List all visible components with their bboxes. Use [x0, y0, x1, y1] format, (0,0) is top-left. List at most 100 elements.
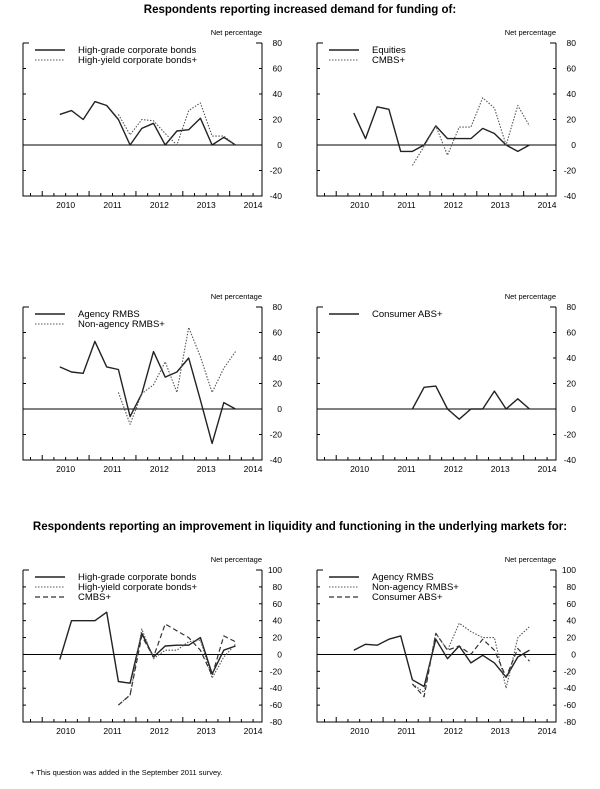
legend-label: CMBS+: [78, 592, 111, 603]
y-tick-label: -20: [564, 666, 577, 676]
series-line-1: [59, 340, 236, 445]
series-line-2: [117, 102, 236, 146]
x-tick-label: 2011: [397, 200, 416, 210]
x-tick-label: 2014: [538, 464, 557, 474]
y-tick-label: -20: [270, 166, 283, 176]
x-tick-label: 2010: [350, 200, 369, 210]
chart-panel-3: -40 -20 0 20 40 60 80 2010 2011 2012 2013 2014 Net p…: [22, 292, 283, 474]
x-tick-label: 2014: [244, 726, 263, 736]
series-line-2: [118, 628, 236, 706]
y-tick-label: -40: [270, 191, 283, 201]
y-tick-label: 40: [567, 89, 577, 99]
x-tick-label: 2014: [244, 464, 263, 474]
series-line-3: [118, 623, 236, 706]
y-tick-label: 0: [571, 140, 576, 150]
series-line-3: [411, 632, 530, 698]
y-tick-label: -40: [270, 683, 283, 693]
y-tick-label: -20: [270, 430, 283, 440]
chart-panel-1: -40 -20 0 20 40 60 80 2010 2011 2012 2013 2014 Net p…: [22, 28, 283, 210]
y-tick-label: 20: [567, 115, 577, 125]
y-tick-label: -40: [270, 455, 283, 465]
y-axis-label: Net percentage: [211, 555, 262, 564]
legend-label: High-yield corporate bonds+: [78, 55, 198, 66]
y-axis-label: Net percentage: [211, 28, 262, 37]
x-tick-label: 2012: [444, 726, 463, 736]
y-tick-label: -40: [564, 191, 577, 201]
y-tick-label: 80: [273, 38, 283, 48]
y-tick-label: 0: [571, 649, 576, 659]
x-tick-label: 2011: [397, 464, 416, 474]
y-axis-label: Net percentage: [211, 292, 262, 301]
plot-frame: [22, 570, 263, 723]
y-tick-label: 20: [273, 115, 283, 125]
x-tick-label: 2014: [244, 200, 263, 210]
y-tick-label: -60: [270, 700, 283, 710]
y-tick-label: 0: [277, 649, 282, 659]
x-tick-label: 2014: [538, 726, 557, 736]
x-tick-label: 2014: [538, 200, 557, 210]
y-axis-label: Net percentage: [505, 555, 556, 564]
legend-label: High-grade corporate bonds: [78, 572, 197, 583]
y-tick-label: 80: [567, 302, 577, 312]
plot-frame: [316, 570, 557, 723]
chart-panel-6: -80 -60 -40 -20 0 20 40 60 80 100 2010 2011 2012 2013…: [316, 555, 577, 736]
y-tick-label: 80: [273, 582, 283, 592]
series-line-2: [411, 97, 530, 166]
y-tick-label: -80: [564, 717, 577, 727]
y-tick-label: -20: [270, 666, 283, 676]
chart-panel-4: -40 -20 0 20 40 60 80 2010 2011 2012 2013 2014 Net p…: [316, 292, 577, 474]
x-tick-label: 2013: [491, 200, 510, 210]
series-line-2: [117, 326, 236, 425]
y-tick-label: 20: [273, 379, 283, 389]
legend-label: Equities: [372, 45, 406, 56]
x-tick-label: 2013: [491, 726, 510, 736]
chart-panel-5: -80 -60 -40 -20 0 20 40 60 80 100 2010 2011 2012 2013…: [22, 555, 283, 736]
series-line-2: [412, 622, 530, 693]
plot-frame: [316, 43, 557, 197]
liquidity-section-title: Respondents reporting an improvement in …: [32, 521, 568, 533]
x-tick-label: 2013: [197, 200, 216, 210]
y-axis-label: Net percentage: [505, 28, 556, 37]
y-tick-label: 60: [273, 328, 283, 338]
x-tick-label: 2013: [197, 726, 216, 736]
y-tick-label: 40: [273, 89, 283, 99]
legend-label: High-yield corporate bonds+: [78, 582, 198, 593]
y-tick-label: 80: [273, 302, 283, 312]
x-tick-label: 2011: [103, 726, 122, 736]
x-tick-label: 2011: [397, 726, 416, 736]
x-tick-label: 2011: [103, 200, 122, 210]
y-tick-label: -20: [564, 166, 577, 176]
series-line-1: [59, 611, 236, 684]
series-line-1: [59, 100, 236, 146]
y-axis-label: Net percentage: [505, 292, 556, 301]
legend-label: Agency RMBS: [78, 309, 140, 320]
y-tick-label: 0: [571, 404, 576, 414]
x-tick-label: 2012: [150, 726, 169, 736]
y-tick-label: 0: [277, 140, 282, 150]
series-line-1: [411, 385, 530, 420]
chart-panel-2: -40 -20 0 20 40 60 80 2010 2011 2012 2013 2014 Net p…: [316, 28, 577, 210]
y-tick-label: 60: [567, 64, 577, 74]
y-tick-label: 40: [567, 616, 577, 626]
legend-label: Non-agency RMBS+: [372, 582, 459, 593]
legend-label: Consumer ABS+: [372, 309, 443, 320]
plot-frame: [316, 307, 557, 461]
y-tick-label: 80: [567, 582, 577, 592]
y-tick-label: 40: [273, 616, 283, 626]
y-tick-label: 60: [273, 64, 283, 74]
series-line-1: [353, 635, 530, 688]
x-tick-label: 2012: [444, 464, 463, 474]
y-tick-label: -80: [270, 717, 283, 727]
legend-label: Agency RMBS: [372, 572, 434, 583]
y-tick-label: 20: [567, 379, 577, 389]
legend-label: High-grade corporate bonds: [78, 45, 197, 56]
footnote: + This question was added in the Septemb…: [30, 768, 223, 777]
y-tick-label: 100: [268, 565, 282, 575]
y-tick-label: 80: [567, 38, 577, 48]
y-tick-label: 20: [273, 633, 283, 643]
y-tick-label: 40: [273, 353, 283, 363]
series-line-1: [353, 106, 530, 153]
x-tick-label: 2011: [103, 464, 122, 474]
x-tick-label: 2010: [350, 464, 369, 474]
